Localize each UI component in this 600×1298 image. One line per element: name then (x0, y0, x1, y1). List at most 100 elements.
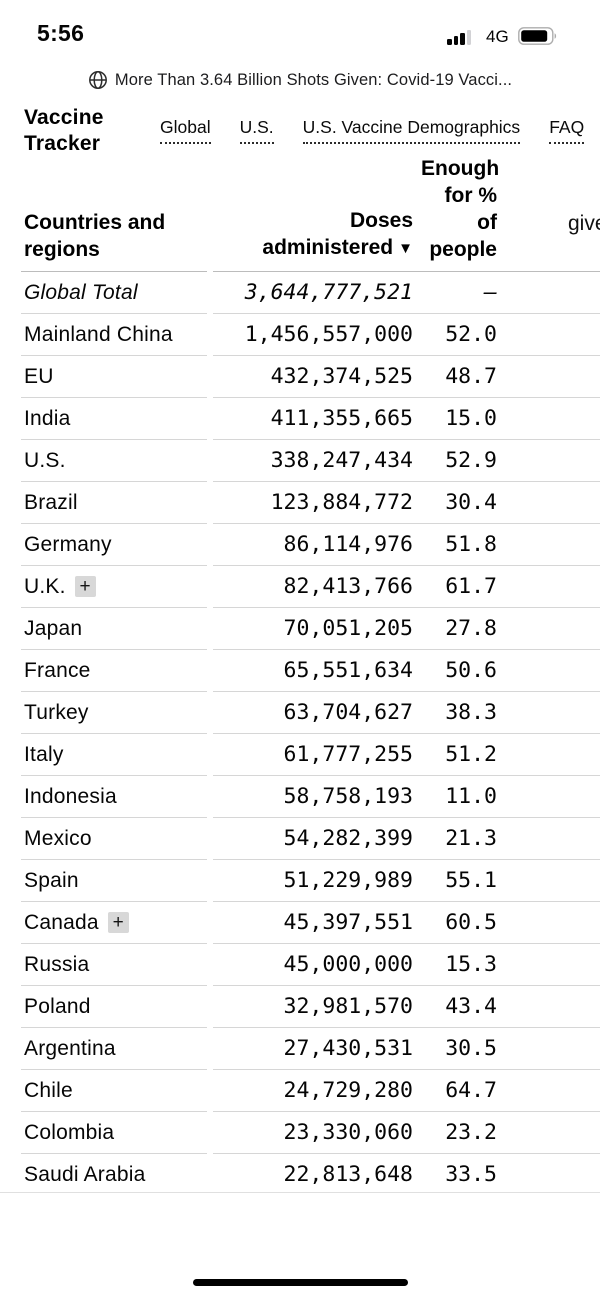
country-name: U.K. (24, 574, 66, 598)
col-header-enough-for-pct: Enough for % of people (421, 157, 500, 261)
doses-value: 51,229,989 (283, 868, 413, 893)
country-cell: Mainland China (21, 314, 207, 356)
country-name: Poland (24, 994, 91, 1018)
nav-link-global[interactable]: Global (160, 117, 211, 144)
percent-value: 30.4 (445, 490, 497, 515)
table-row: Italy 61,777,255 51.2 (21, 734, 600, 776)
country-name: Global Total (24, 280, 138, 304)
country-cell: Italy (21, 734, 207, 776)
nav-link-faq[interactable]: FAQ (549, 117, 585, 144)
country-name: Argentina (24, 1036, 116, 1060)
table-body: Global Total 3,644,777,521 – Mainland China… (21, 272, 600, 1196)
doses-value: 70,051,205 (283, 616, 413, 641)
percent-value: 27.8 (445, 616, 497, 641)
doses-value: 86,114,976 (283, 532, 413, 557)
col-header-countries: Countries and regions (24, 211, 166, 261)
table-row: Argentina 27,430,531 30.5 (21, 1028, 600, 1070)
doses-value: 22,813,648 (283, 1162, 413, 1187)
home-indicator[interactable] (193, 1279, 408, 1286)
country-name: U.S. (24, 448, 66, 472)
country-cell: Poland (21, 986, 207, 1028)
country-name: Colombia (24, 1120, 115, 1144)
country-name: France (24, 658, 91, 682)
header-border (213, 271, 600, 272)
country-cell: Canada + (21, 902, 207, 944)
country-name: Indonesia (24, 784, 117, 808)
country-cell: Russia (21, 944, 207, 986)
doses-value: 54,282,399 (283, 826, 413, 851)
percent-value: 43.4 (445, 994, 497, 1019)
country-name: Brazil (24, 490, 78, 514)
country-cell: Global Total (21, 272, 207, 314)
table-row: Canada +45,397,551 60.5 (21, 902, 600, 944)
clock: 5:56 (37, 20, 85, 46)
table-row: Turkey 63,704,627 38.3 (21, 692, 600, 734)
expand-plus-button[interactable]: + (74, 576, 96, 597)
percent-value: 61.7 (445, 574, 497, 599)
country-cell: Japan (21, 608, 207, 650)
country-name: Mexico (24, 826, 92, 850)
table-header: Countries and regions Doses administered… (21, 157, 600, 272)
country-cell: India (21, 398, 207, 440)
doses-value: 338,247,434 (270, 448, 413, 473)
site-nav: Global U.S. U.S. Vaccine Demographics FA… (160, 117, 585, 144)
table-row: India 411,355,665 15.0 (21, 398, 600, 440)
table-row: U.K. +82,413,766 61.7 (21, 566, 600, 608)
table-row: Mexico 54,282,399 21.3 (21, 818, 600, 860)
table-row: Global Total 3,644,777,521 – (21, 272, 600, 314)
country-cell: Indonesia (21, 776, 207, 818)
country-name: Italy (24, 742, 64, 766)
percent-value: 51.2 (445, 742, 497, 767)
globe-icon (88, 71, 107, 89)
percent-value: 64.7 (445, 1078, 497, 1103)
percent-value: 33.5 (445, 1162, 497, 1187)
table-row: Russia 45,000,000 15.3 (21, 944, 600, 986)
table-row: U.S. 338,247,434 52.9 (21, 440, 600, 482)
cellular-signal-icon (447, 29, 477, 45)
country-name: Saudi Arabia (24, 1162, 146, 1186)
nav-link-us[interactable]: U.S. (239, 117, 274, 144)
percent-value: 15.3 (445, 952, 497, 977)
page-title: More Than 3.64 Billion Shots Given: Covi… (114, 70, 513, 89)
col-header-doses[interactable]: Doses administered ▼ (213, 207, 413, 263)
battery-icon (518, 27, 557, 45)
doses-value: 82,413,766 (283, 574, 413, 599)
country-cell: Argentina (21, 1028, 207, 1070)
doses-value: 65,551,634 (283, 658, 413, 683)
country-cell: EU (21, 356, 207, 398)
table-row: Spain 51,229,989 55.1 (21, 860, 600, 902)
table-row: Brazil 123,884,772 30.4 (21, 482, 600, 524)
percent-value: 55.1 (445, 868, 497, 893)
doses-value: 432,374,525 (270, 364, 413, 389)
doses-value: 27,430,531 (283, 1036, 413, 1061)
nav-link-demographics[interactable]: U.S. Vaccine Demographics (302, 117, 521, 144)
country-cell: Colombia (21, 1112, 207, 1154)
country-cell: U.K. + (21, 566, 207, 608)
country-name: Japan (24, 616, 83, 640)
percent-value: 15.0 (445, 406, 497, 431)
expand-plus-button[interactable]: + (107, 912, 129, 933)
country-cell: Turkey (21, 692, 207, 734)
site-brand: Vaccine Tracker (24, 106, 104, 155)
sort-desc-icon: ▼ (398, 240, 413, 257)
percent-value: 23.2 (445, 1120, 497, 1145)
browser-title-bar[interactable]: More Than 3.64 Billion Shots Given: Covi… (0, 66, 600, 94)
country-name: Russia (24, 952, 90, 976)
percent-value: 52.9 (445, 448, 497, 473)
country-cell: Spain (21, 860, 207, 902)
country-cell: U.S. (21, 440, 207, 482)
country-name: Canada (24, 910, 99, 934)
doses-value: 24,729,280 (283, 1078, 413, 1103)
country-name: Chile (24, 1078, 73, 1102)
doses-value: 45,397,551 (283, 910, 413, 935)
country-name: Turkey (24, 700, 89, 724)
percent-value: 21.3 (445, 826, 497, 851)
table-row: Germany 86,114,976 51.8 (21, 524, 600, 566)
doses-value: 58,758,193 (283, 784, 413, 809)
country-cell: Saudi Arabia (21, 1154, 207, 1196)
doses-value: 32,981,570 (283, 994, 413, 1019)
country-name: Spain (24, 868, 79, 892)
col-header-doses-label: Doses administered (262, 209, 413, 259)
status-bar: 5:56 4G (0, 0, 600, 56)
doses-value: 3,644,777,521 (244, 280, 413, 305)
